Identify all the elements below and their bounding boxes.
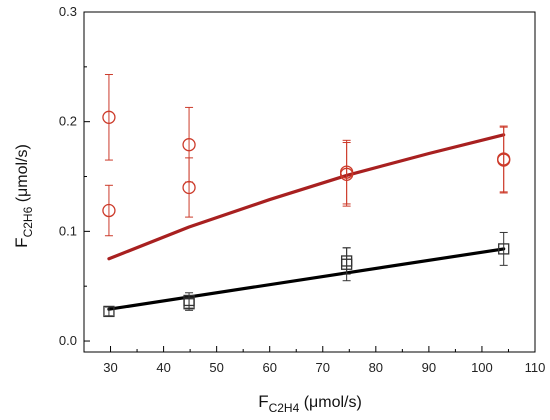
x-tick-label: 110 xyxy=(525,360,546,375)
data-point-series-1 xyxy=(497,126,511,194)
y-axis-title-unit: (μmol/s) xyxy=(14,144,31,207)
data-point-series-1 xyxy=(339,142,354,207)
data-points xyxy=(102,74,511,318)
x-axis-title-main: F xyxy=(258,392,268,411)
circle-marker xyxy=(497,153,511,167)
fit-lines xyxy=(107,133,506,311)
data-point-series-2 xyxy=(183,296,195,311)
fit-line-2 xyxy=(107,247,506,311)
data-point-series-1 xyxy=(102,184,116,237)
x-tick-label: 60 xyxy=(262,360,276,375)
plot-frame xyxy=(83,11,536,353)
data-point-series-2 xyxy=(340,247,353,275)
x-tick-label: 90 xyxy=(422,360,436,375)
x-tick-label: 70 xyxy=(316,360,330,375)
y-tick-label: 0.0 xyxy=(59,333,77,348)
fit-line-1 xyxy=(107,133,506,261)
data-point-series-2 xyxy=(498,231,510,266)
x-tick-label: 80 xyxy=(369,360,383,375)
y-axis-title-sub: C2H6 xyxy=(21,206,35,237)
x-axis-title: FC2H4 (μmol/s) xyxy=(258,392,362,415)
circle-marker xyxy=(102,110,116,124)
circle-marker xyxy=(182,180,196,195)
axis-ticks: 30 40 50 60 70 80 90 100 110 0.0 0.1 0.2 0.3 xyxy=(59,4,545,375)
square-marker xyxy=(103,305,115,318)
circle-marker xyxy=(182,138,196,152)
x-tick-label: 40 xyxy=(156,360,170,375)
x-axis-title-sub: C2H4 xyxy=(269,401,300,415)
data-point-series-2 xyxy=(103,305,115,318)
square-marker xyxy=(340,255,353,267)
x-tick-label: 100 xyxy=(471,360,493,375)
data-point-series-1 xyxy=(182,157,196,218)
x-tick-label: 30 xyxy=(103,360,117,375)
circle-marker xyxy=(102,203,116,218)
square-marker xyxy=(183,298,195,310)
y-tick-label: 0.2 xyxy=(59,114,77,129)
x-axis-title-unit: (μmol/s) xyxy=(299,394,362,411)
y-axis-title-main: F xyxy=(12,237,31,247)
circle-marker xyxy=(339,167,354,181)
x-tick-label: 50 xyxy=(209,360,223,375)
y-tick-label: 0.1 xyxy=(59,223,77,238)
y-axis-title: FC2H6 (μmol/s) xyxy=(12,144,35,248)
y-tick-label: 0.3 xyxy=(59,4,77,19)
square-marker xyxy=(498,243,510,255)
data-point-series-1 xyxy=(102,74,116,161)
